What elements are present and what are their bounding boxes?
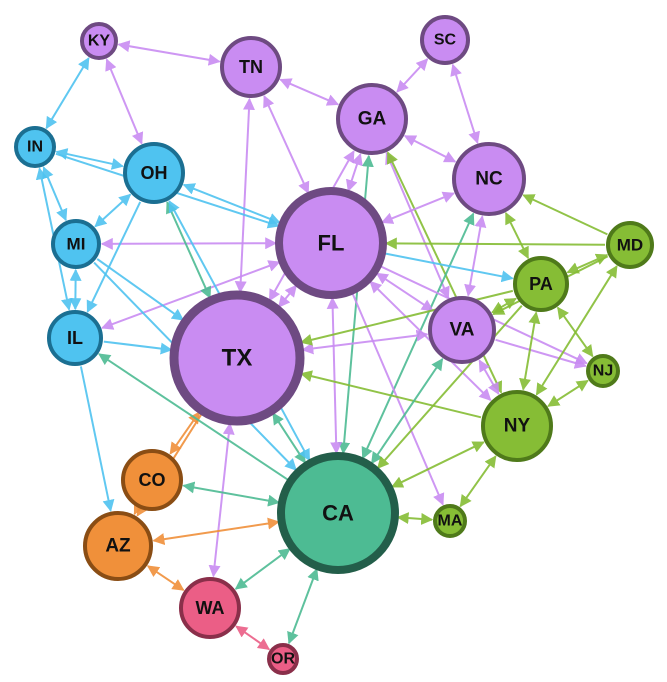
node-mi[interactable]: MI [51,219,101,269]
node-circle [51,219,101,269]
edge-ga-va [385,151,450,299]
edge-co-az [133,501,145,516]
edge-tx-va [301,329,429,355]
edge-pa-nc [505,212,529,260]
node-ca[interactable]: CA [277,452,399,574]
node-va[interactable]: VA [428,296,496,364]
edge-pa-md [566,253,609,274]
node-nc[interactable]: NC [452,142,526,216]
node-circle [179,577,241,639]
node-circle [277,452,399,574]
node-ky[interactable]: KY [80,22,118,60]
edge-pa-tx [299,289,514,346]
edge-ca-co [182,481,281,507]
edge-oh-fl [182,183,282,225]
edge-oh-il [86,201,142,313]
node-circle [83,511,153,581]
node-wa[interactable]: WA [179,577,241,639]
node-circle [267,643,299,675]
node-md[interactable]: MD [606,221,654,269]
edge-ca-wa [234,547,291,590]
node-circle [481,390,553,462]
edge-tx-oh [166,201,212,299]
node-circle [169,290,305,426]
edge-md-ny [535,265,618,396]
node-in[interactable]: IN [14,126,56,168]
edge-oh-mi [94,193,132,228]
node-pa[interactable]: PA [513,256,569,312]
node-co[interactable]: CO [121,449,183,511]
node-il[interactable]: IL [47,310,103,366]
node-circle [586,354,620,388]
node-circle [220,36,282,98]
edge-md-nc [522,194,608,236]
node-sc[interactable]: SC [420,15,470,65]
edge-ny-tx [299,370,482,419]
node-circle [433,504,467,538]
edge-ca-il [98,353,289,481]
edge-ny-ma [459,455,497,508]
node-circle [121,449,183,511]
edge-fl-va [375,272,434,312]
node-ga[interactable]: GA [336,83,408,155]
edge-md-fl [384,237,606,250]
edge-fl-mi [100,237,278,250]
edge-va-ca [370,358,444,465]
edge-in-oh [55,148,124,170]
node-or[interactable]: OR [267,643,299,675]
edge-il-tx [103,340,173,355]
edge-ky-in [45,57,90,130]
node-ma[interactable]: MA [433,504,467,538]
edge-tn-ga [279,78,340,106]
edge-tx-wa [208,422,235,578]
node-az[interactable]: AZ [83,511,153,581]
edge-nj-ny [547,379,589,407]
node-circle [123,142,185,204]
edge-fl-pa [384,252,514,283]
node-nj[interactable]: NJ [586,354,620,388]
edge-sc-ga [396,58,429,93]
edge-pa-ca [377,305,523,469]
edge-va-ny [478,359,500,395]
edge-sc-nc [450,63,480,144]
node-oh[interactable]: OH [123,142,185,204]
edge-fl-tx [278,284,297,308]
node-circle [80,22,118,60]
edge-fl-ca [326,296,343,455]
node-circle [14,126,56,168]
edge-ca-or [287,567,319,645]
edge-in-mi [42,166,68,222]
edge-ky-tn [117,40,221,66]
node-tn[interactable]: TN [220,36,282,98]
edge-il-az [79,366,115,512]
edge-pa-ny [519,311,541,391]
edge-ky-oh [105,58,144,145]
node-circle [428,296,496,364]
node-circle [606,221,654,269]
edge-tn-tx [234,97,255,294]
edge-nc-va [464,215,487,297]
node-circle [420,15,470,65]
edge-ca-az [152,517,280,546]
node-tx[interactable]: TX [169,290,305,426]
node-fl[interactable]: FL [275,187,387,299]
node-ny[interactable]: NY [481,390,553,462]
edge-va-nj [495,338,587,369]
node-circle [47,310,103,366]
edge-az-wa [146,565,185,591]
edge-ga-nc [403,135,457,163]
edge-tn-fl [263,95,310,194]
node-circle [275,187,387,299]
edge-ma-ca [396,512,434,525]
node-circle [336,83,408,155]
node-circle [513,256,569,312]
edge-ny-ca [390,441,485,488]
edge-wa-or [235,625,271,651]
node-circle [452,142,526,216]
